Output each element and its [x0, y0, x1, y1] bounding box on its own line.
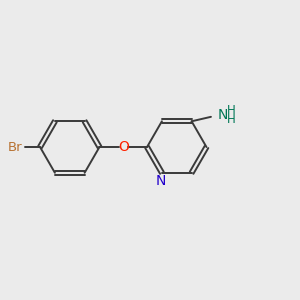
Text: H: H [227, 104, 236, 117]
Text: H: H [227, 113, 236, 126]
Text: N: N [218, 108, 228, 122]
Text: Br: Br [8, 140, 22, 154]
Text: O: O [118, 140, 129, 154]
Text: N: N [155, 174, 166, 188]
